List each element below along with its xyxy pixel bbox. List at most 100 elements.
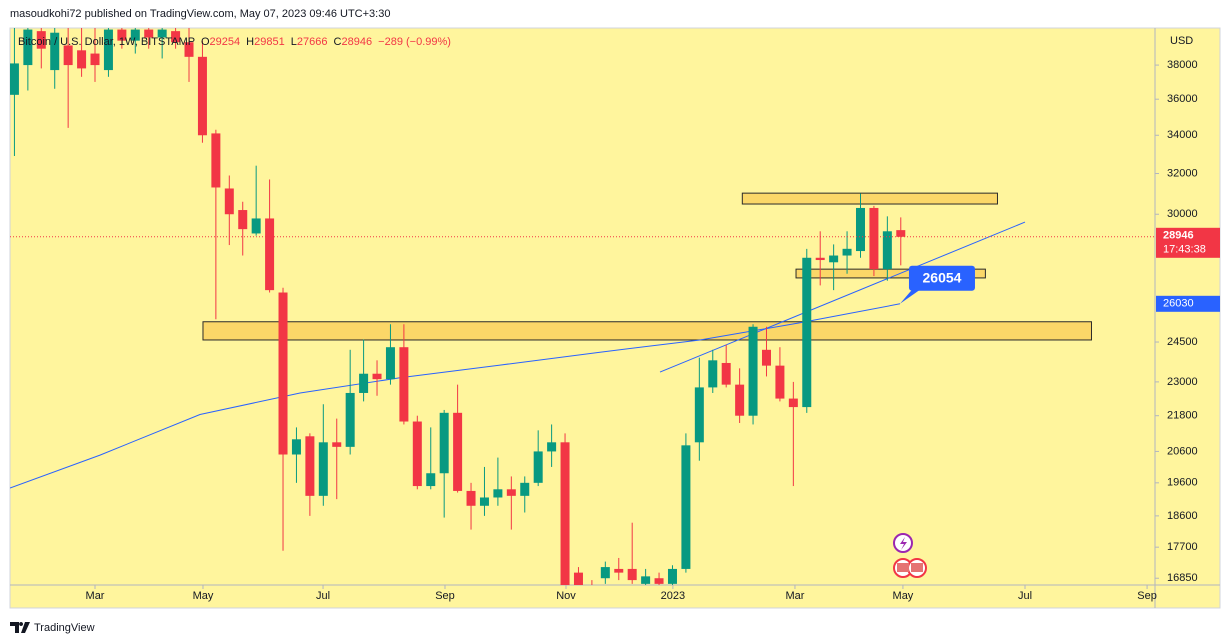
candle-body xyxy=(251,218,261,234)
candle-body xyxy=(533,451,543,483)
candle-body xyxy=(855,207,865,252)
candle-body xyxy=(184,42,194,57)
candle-body xyxy=(802,257,812,408)
callout-box xyxy=(908,265,975,291)
candle-body xyxy=(224,188,234,215)
legend-label: C xyxy=(334,36,342,48)
x-tick-label: May xyxy=(893,590,914,602)
y-tick-label: 32000 xyxy=(1167,167,1198,179)
candle-body xyxy=(265,218,275,291)
legend-label: L xyxy=(291,36,297,48)
candle-body xyxy=(117,29,127,41)
y-tick-label: 17700 xyxy=(1167,541,1198,553)
logo xyxy=(10,622,30,633)
candle-body xyxy=(721,362,731,385)
candle-body xyxy=(372,373,382,380)
candle-body xyxy=(10,63,19,95)
candle-body xyxy=(681,445,691,569)
candle-body xyxy=(735,384,745,416)
price-label: 28946 xyxy=(1163,230,1194,242)
legend-value: 29254 xyxy=(210,36,241,48)
candle-body xyxy=(869,207,879,270)
candle-body xyxy=(641,576,651,584)
legend-label: H xyxy=(246,36,254,48)
x-tick-label: Sep xyxy=(1137,590,1157,602)
x-tick-label: Sep xyxy=(435,590,455,602)
candle-body xyxy=(305,436,315,496)
y-tick-label: 19600 xyxy=(1167,477,1198,489)
candle-body xyxy=(23,29,33,66)
y-tick-label: 38000 xyxy=(1167,59,1198,71)
candle-body xyxy=(197,56,207,136)
candle-body xyxy=(385,347,395,380)
candle-body xyxy=(788,398,798,408)
x-tick-label: Mar xyxy=(785,590,804,602)
candle-body xyxy=(614,568,624,573)
y-tick-label: 36000 xyxy=(1167,93,1198,105)
candle-body xyxy=(667,568,677,584)
candle-body xyxy=(291,439,301,455)
legend-value: 27666 xyxy=(297,36,328,48)
candle-body xyxy=(547,442,557,452)
candle-body xyxy=(815,257,825,261)
candle-body xyxy=(520,482,530,496)
event-icon xyxy=(900,537,907,550)
legend-value: 28946 xyxy=(342,36,373,48)
candle-body xyxy=(829,255,839,263)
candle-body xyxy=(171,31,181,43)
candle-body xyxy=(36,31,46,49)
candle-body xyxy=(842,248,852,256)
flag-icon xyxy=(897,563,909,572)
candle-body xyxy=(479,497,489,506)
candle-body xyxy=(600,567,610,579)
candle-body xyxy=(157,29,167,38)
flag-icon xyxy=(911,563,923,572)
y-tick-label: 30000 xyxy=(1167,208,1198,220)
candle-body xyxy=(708,360,718,388)
candle-body xyxy=(453,412,463,491)
trend-line xyxy=(659,221,1026,373)
candle-body xyxy=(506,489,516,496)
candle-body xyxy=(130,29,140,41)
x-tick-label: Nov xyxy=(556,590,576,602)
candle-body xyxy=(50,32,60,71)
candle-body xyxy=(103,29,113,71)
candle-body xyxy=(466,490,476,506)
event-icons xyxy=(893,533,927,578)
candle-body xyxy=(882,231,892,270)
legend-value: 29851 xyxy=(254,36,285,48)
x-tick-label: May xyxy=(193,590,214,602)
footer: TradingView xyxy=(10,622,95,634)
y-tick-label: 21800 xyxy=(1167,410,1198,422)
legend: Bitcoin / U.S. Dollar, 1W, BITSTAMP O292… xyxy=(18,36,451,48)
candle-body xyxy=(775,365,785,399)
legend-change: −289 (−0.99%) xyxy=(378,36,451,48)
candle-body xyxy=(573,572,583,585)
plot-area xyxy=(10,28,1155,585)
candle-body xyxy=(144,29,154,38)
candle-body xyxy=(359,373,369,393)
countdown-label: 17:43:38 xyxy=(1163,244,1206,256)
candle-body xyxy=(278,292,288,455)
candle-body xyxy=(627,568,637,581)
candle-body xyxy=(332,442,342,447)
publish-line: masoudkohi72 published on TradingView.co… xyxy=(10,8,390,20)
price-label-box xyxy=(1156,227,1220,258)
candle-body xyxy=(77,50,87,69)
candle-body xyxy=(761,349,771,366)
candle-body xyxy=(211,133,221,188)
y-tick-label: 20600 xyxy=(1167,445,1198,457)
candle-body xyxy=(426,473,436,487)
x-tick-label: Mar xyxy=(86,590,105,602)
candle-body xyxy=(318,442,328,496)
currency-label: USD xyxy=(1170,35,1193,47)
y-tick-label: 18600 xyxy=(1167,510,1198,522)
candle-body xyxy=(399,347,409,422)
candle-body xyxy=(748,326,758,416)
candle-body xyxy=(412,421,422,487)
callout-pointer xyxy=(899,289,920,304)
candle-body xyxy=(493,489,503,498)
candle-body xyxy=(90,53,100,66)
candle-body xyxy=(694,387,704,443)
